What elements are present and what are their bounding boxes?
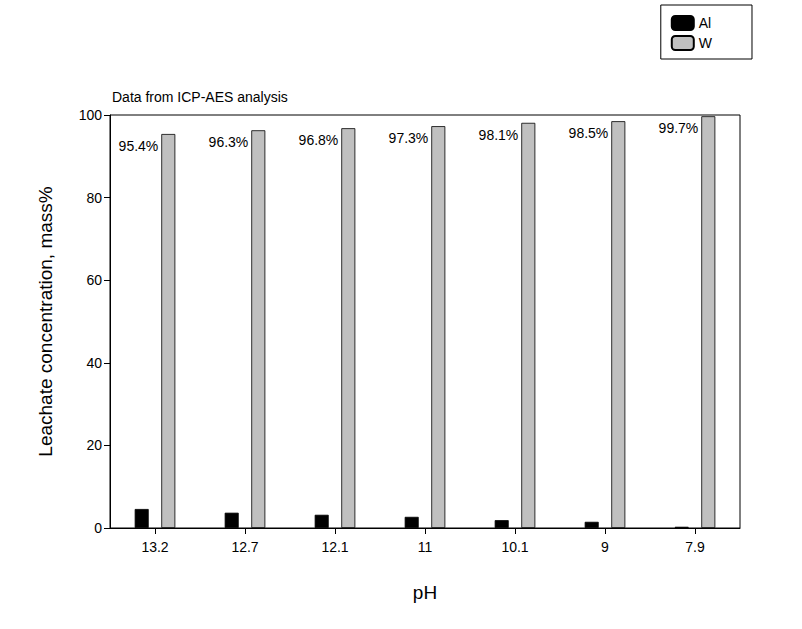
svg-text:12.7: 12.7 [231,539,258,555]
svg-text:20: 20 [86,437,102,453]
svg-text:10.1: 10.1 [501,539,528,555]
svg-text:98.1%: 98.1% [479,127,519,143]
svg-text:96.3%: 96.3% [209,134,249,150]
svg-text:9: 9 [601,539,609,555]
svg-text:97.3%: 97.3% [389,130,429,146]
svg-text:Data from ICP-AES analysis: Data from ICP-AES analysis [112,89,288,105]
svg-text:11: 11 [418,539,433,555]
svg-text:13.2: 13.2 [141,539,168,555]
svg-text:96.8%: 96.8% [299,132,339,148]
svg-text:Al: Al [699,15,711,31]
svg-text:100: 100 [79,107,103,123]
svg-text:12.1: 12.1 [321,539,348,555]
svg-text:7.9: 7.9 [685,539,705,555]
svg-text:pH: pH [413,582,437,603]
svg-text:60: 60 [86,272,102,288]
svg-text:80: 80 [86,190,102,206]
svg-text:95.4%: 95.4% [119,138,159,154]
svg-text:0: 0 [94,520,102,536]
svg-text:40: 40 [86,355,102,371]
svg-text:W: W [699,35,713,51]
svg-text:99.7%: 99.7% [659,120,699,136]
svg-text:Leachate concentration, mass%: Leachate concentration, mass% [35,186,56,456]
svg-text:98.5%: 98.5% [569,125,609,141]
